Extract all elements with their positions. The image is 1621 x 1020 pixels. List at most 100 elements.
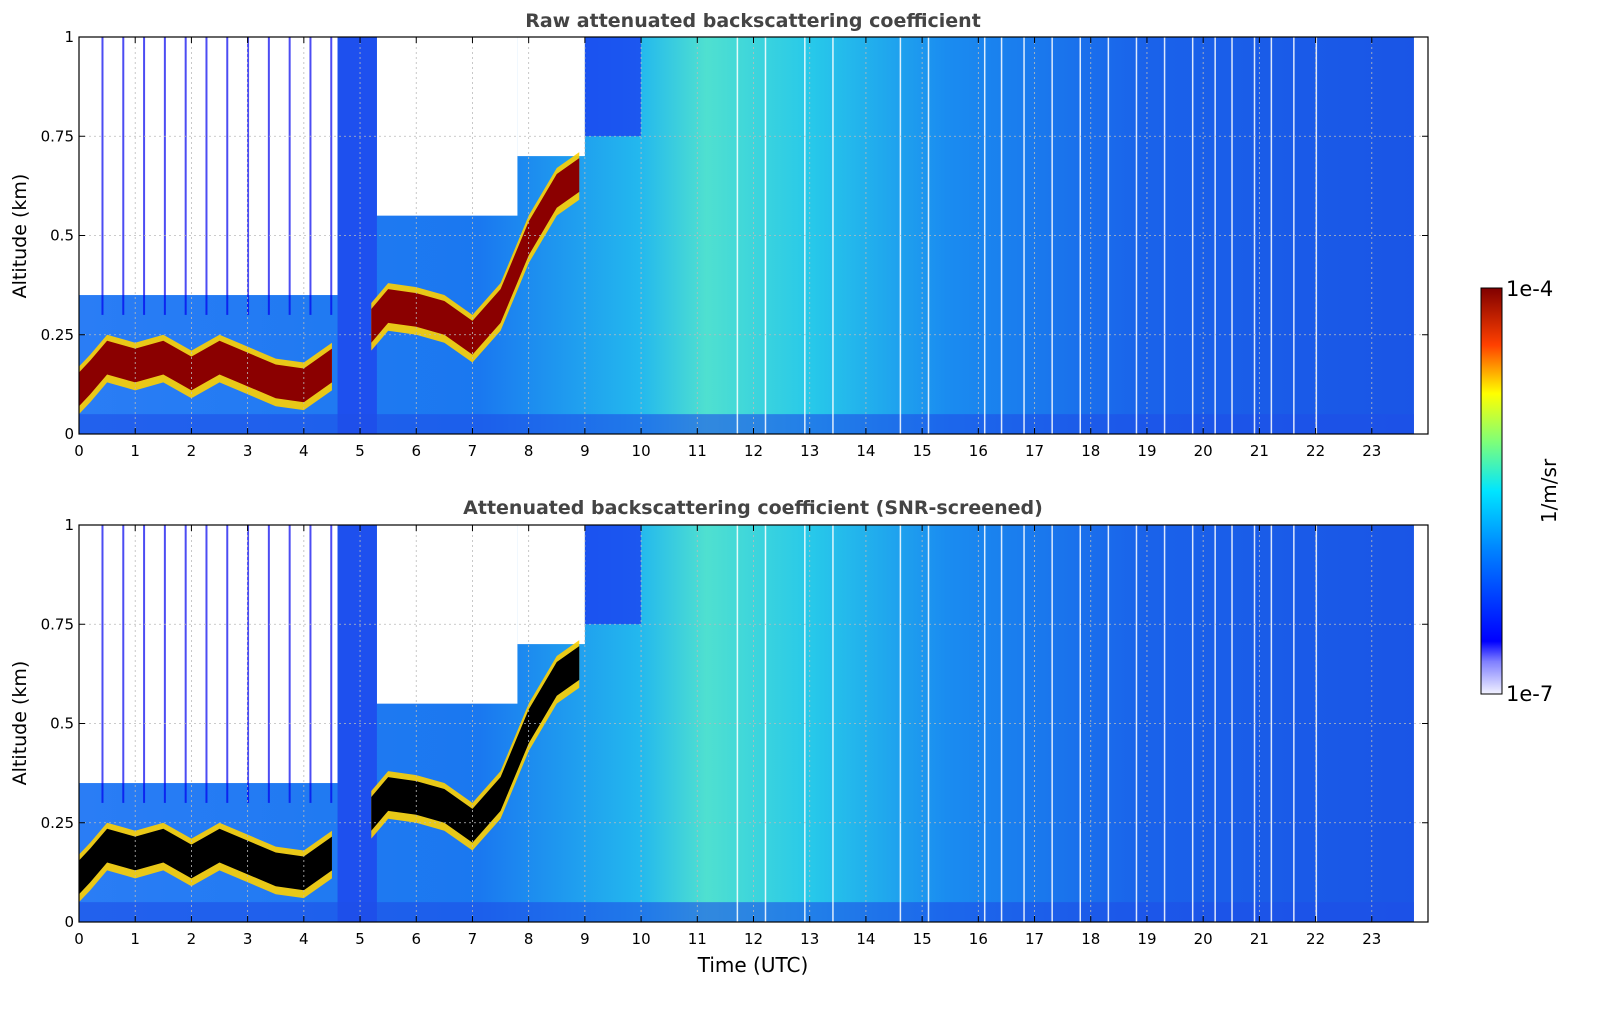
no-signal-region xyxy=(517,525,585,645)
x-tick-label: 6 xyxy=(411,930,421,948)
x-tick-label: 16 xyxy=(969,442,988,460)
x-tick-label: 13 xyxy=(800,930,819,948)
x-tick-label: 21 xyxy=(1250,442,1269,460)
x-tick-label: 10 xyxy=(632,442,651,460)
x-tick-label: 5 xyxy=(355,442,365,460)
x-tick-label: 19 xyxy=(1137,442,1156,460)
x-tick-label: 23 xyxy=(1362,442,1381,460)
noise-band xyxy=(584,37,642,137)
heatmap xyxy=(79,37,1414,434)
x-tick-label: 11 xyxy=(688,930,707,948)
x-axis-label: Time (UTC) xyxy=(697,953,809,977)
noise-streak xyxy=(226,525,229,803)
noise-streak xyxy=(267,37,270,315)
data-gap-line xyxy=(1000,37,1003,434)
data-gap-line xyxy=(1051,37,1053,434)
cloud-layer xyxy=(79,828,332,895)
x-tick-label: 20 xyxy=(1194,930,1213,948)
chart-title: Attenuated backscattering coefficient (S… xyxy=(463,497,1043,519)
x-tick-label: 2 xyxy=(187,930,197,948)
x-tick-label: 18 xyxy=(1081,930,1100,948)
raw-backscatter-panel: Raw attenuated backscattering coefficien… xyxy=(9,10,1429,460)
noise-streak xyxy=(247,525,250,803)
x-tick-label: 1 xyxy=(130,442,140,460)
no-signal-region xyxy=(376,525,518,704)
data-gap-line xyxy=(1293,525,1295,922)
data-gap-line xyxy=(1191,37,1194,434)
noise-streak xyxy=(143,525,146,803)
y-tick-label: 1 xyxy=(64,516,74,534)
x-tick-label: 13 xyxy=(800,442,819,460)
noise-streak xyxy=(226,37,229,315)
noise-streak xyxy=(330,525,333,803)
noise-streak xyxy=(184,525,187,803)
x-tick-label: 6 xyxy=(411,442,421,460)
x-tick-label: 12 xyxy=(744,930,763,948)
chart-title: Raw attenuated backscattering coefficien… xyxy=(525,10,981,32)
noise-streak xyxy=(163,37,166,315)
cloud-layer xyxy=(371,158,580,355)
x-tick-label: 2 xyxy=(187,442,197,460)
data-gap-line xyxy=(1191,525,1194,922)
gridlines xyxy=(78,524,1428,923)
x-tick-label: 22 xyxy=(1306,442,1325,460)
surface-band xyxy=(79,414,1414,434)
noise-band xyxy=(337,525,377,922)
x-tick-label: 17 xyxy=(1025,442,1044,460)
no-signal-region xyxy=(517,37,585,157)
x-tick-label: 18 xyxy=(1081,442,1100,460)
colorbar: 1e-4 1e-7 1/m/sr xyxy=(1480,277,1561,706)
data-gap-line xyxy=(1000,525,1003,922)
x-tick-label: 7 xyxy=(468,930,478,948)
noise-streak xyxy=(330,37,333,315)
noise-streak xyxy=(101,37,104,315)
x-ticks: 0 1 2 3 4 5 6 7 8 9 10 11 12 13 14 15 16 17 18 19 20 21 22 23 xyxy=(74,37,1381,460)
x-tick-label: 14 xyxy=(856,442,875,460)
y-tick-label: 0.25 xyxy=(41,814,74,832)
data-gap-line xyxy=(927,37,930,434)
x-tick-label: 3 xyxy=(243,930,253,948)
noise-streak xyxy=(267,525,270,803)
x-tick-label: 9 xyxy=(580,930,590,948)
data-gap-line xyxy=(1135,525,1138,922)
x-tick-label: 15 xyxy=(913,930,932,948)
x-ticks: 0 1 2 3 4 5 6 7 8 9 10 11 12 13 14 15 16 17 18 19 20 21 22 23 xyxy=(74,525,1381,948)
data-gap-line xyxy=(832,37,834,434)
data-gap-line xyxy=(1315,525,1318,922)
y-axis-label: Altitude (km) xyxy=(9,661,31,786)
snr-screened-panel: Attenuated backscattering coefficient (S… xyxy=(9,497,1429,977)
y-tick-label: 0.5 xyxy=(50,715,74,733)
x-tick-label: 5 xyxy=(355,930,365,948)
x-tick-label: 23 xyxy=(1362,930,1381,948)
noise-streak xyxy=(205,37,208,315)
y-tick-label: 0 xyxy=(64,425,74,443)
noise-streak xyxy=(288,37,291,315)
data-gap-line xyxy=(736,525,739,922)
colorbar-label: 1/m/sr xyxy=(1537,458,1561,523)
colorbar-gradient xyxy=(1480,287,1503,695)
x-tick-label: 0 xyxy=(74,930,84,948)
noise-streak xyxy=(205,525,208,803)
noise-streak xyxy=(143,37,146,315)
cloud-layer xyxy=(79,340,332,407)
y-ticks: 0 0.25 0.5 0.75 1 xyxy=(41,516,1428,931)
data-gap-line xyxy=(1051,525,1053,922)
noise-streak xyxy=(163,525,166,803)
data-gap-line xyxy=(1135,37,1138,434)
x-tick-label: 8 xyxy=(524,930,534,948)
y-tick-label: 0.75 xyxy=(41,615,74,633)
x-tick-label: 22 xyxy=(1306,930,1325,948)
data-gap-line xyxy=(832,525,834,922)
noise-band xyxy=(337,37,377,434)
x-tick-label: 21 xyxy=(1250,930,1269,948)
x-tick-label: 12 xyxy=(744,442,763,460)
y-axis-label: Altitude (km) xyxy=(9,174,31,299)
data-gap-line xyxy=(1107,37,1110,434)
y-tick-label: 0.25 xyxy=(41,326,74,344)
data-gap-line xyxy=(1293,37,1295,434)
surface-band xyxy=(79,902,1414,922)
x-tick-label: 15 xyxy=(913,442,932,460)
x-tick-label: 10 xyxy=(632,930,651,948)
x-tick-label: 0 xyxy=(74,442,84,460)
noise-streak xyxy=(247,37,250,315)
